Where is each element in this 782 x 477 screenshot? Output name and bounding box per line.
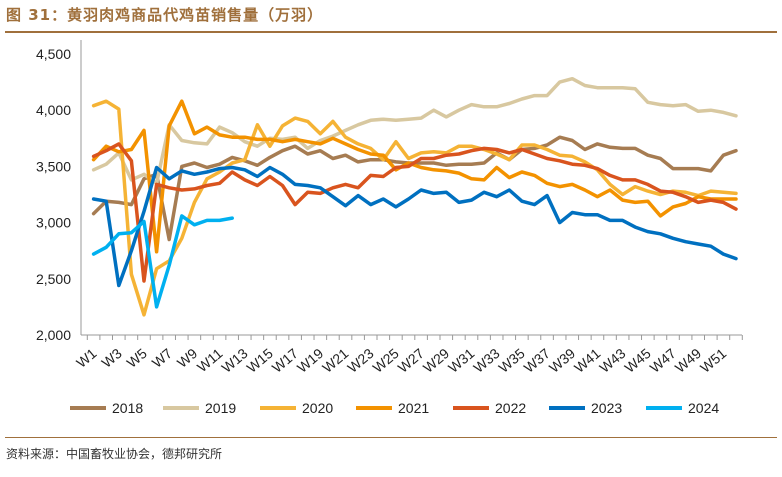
- chart-title: 图 31：黄羽肉鸡商品代鸡苗销售量（万羽）: [6, 6, 324, 24]
- legend-item-2020: 2020: [260, 400, 333, 416]
- legend-label: 2019: [205, 400, 236, 416]
- legend-label: 2022: [495, 400, 526, 416]
- legend-item-2023: 2023: [549, 400, 622, 416]
- y-tick-label: 2,500: [36, 271, 71, 287]
- x-tick-label: W7: [149, 345, 176, 371]
- y-tick-label: 4,500: [36, 46, 71, 62]
- y-tick-label: 4,000: [36, 102, 71, 118]
- legend-label: 2023: [591, 400, 622, 416]
- series-line-2024: [91, 214, 234, 309]
- legend-item-2022: 2022: [453, 400, 526, 416]
- legend-label: 2021: [398, 400, 429, 416]
- x-tick-label: W3: [98, 345, 125, 371]
- legend: 2018 2019 2020 2021 2022 2023 2024: [70, 400, 719, 416]
- y-tick-label: 2,000: [36, 327, 71, 343]
- series-lines: [91, 76, 738, 317]
- series-line-2023: [91, 165, 738, 288]
- legend-item-2018: 2018: [70, 400, 143, 416]
- x-tick-label: W1: [73, 345, 100, 371]
- series-line-2020: [91, 99, 738, 317]
- y-tick-label: 3,500: [36, 158, 71, 174]
- series-line-2019: [91, 76, 738, 186]
- source-note: 资料来源：中国畜牧业协会，德邦研究所: [6, 447, 223, 461]
- x-tick-label: W5: [124, 345, 151, 371]
- y-tick-label: 3,000: [36, 215, 71, 231]
- source-divider: [5, 437, 777, 438]
- legend-label: 2024: [688, 400, 719, 416]
- x-tick-label: W11: [194, 345, 226, 375]
- legend-item-2019: 2019: [163, 400, 236, 416]
- series-line-2021: [91, 99, 738, 254]
- x-tick-label: W51: [697, 345, 729, 376]
- legend-label: 2018: [112, 400, 143, 416]
- series-line-2022: [91, 142, 738, 283]
- legend-item-2024: 2024: [646, 400, 719, 416]
- title-divider: [5, 31, 777, 33]
- legend-item-2021: 2021: [356, 400, 429, 416]
- legend-label: 2020: [302, 400, 333, 416]
